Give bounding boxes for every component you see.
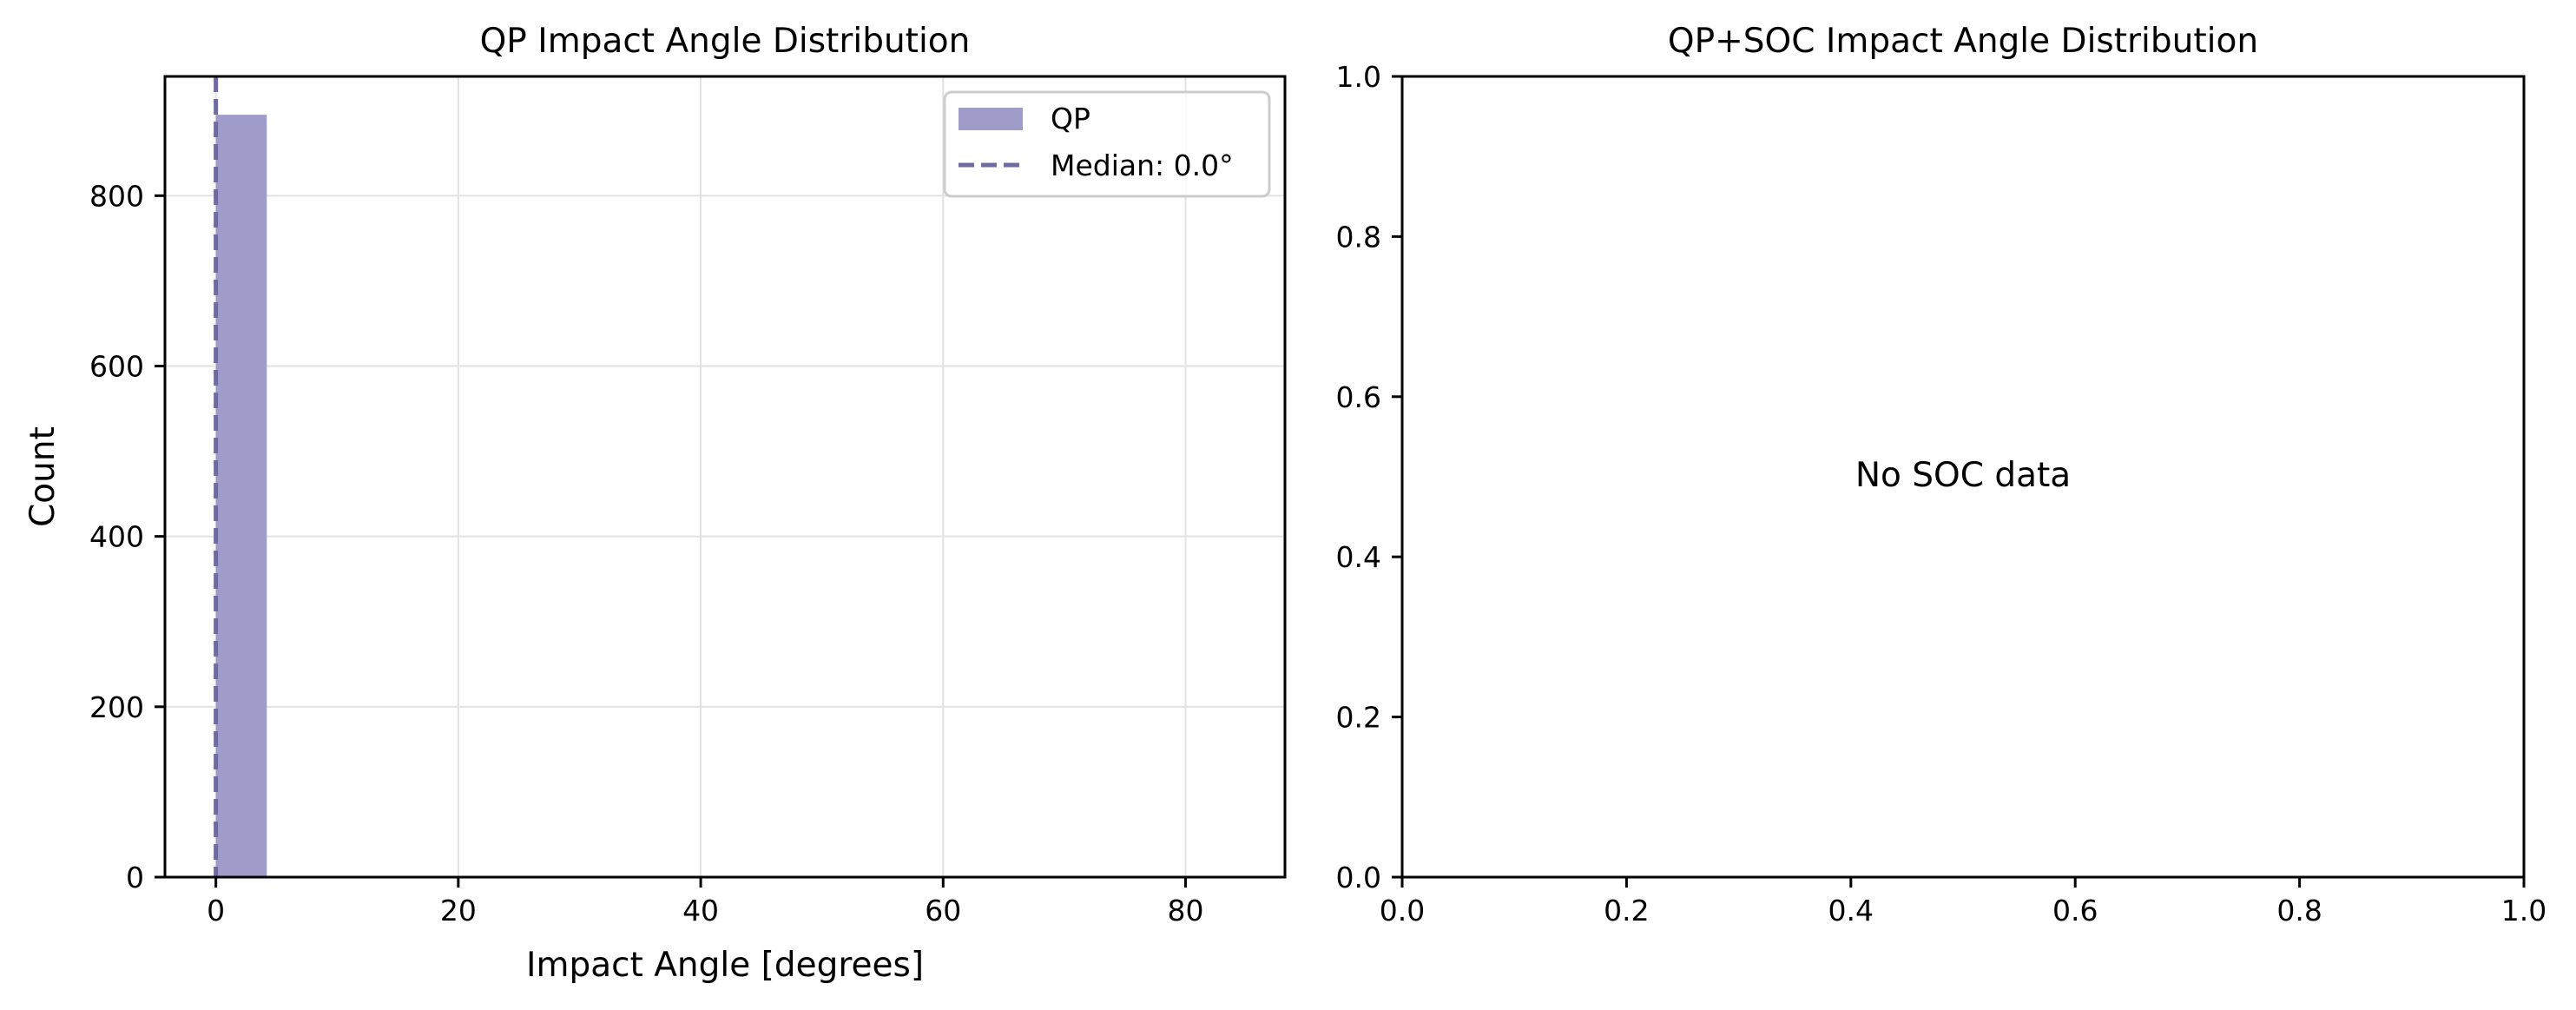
left-bars [215, 115, 1235, 877]
right-panel: QP+SOC Impact Angle Distribution 0.0 0.2 0… [1336, 22, 2547, 927]
left-y-tick-label: 800 [89, 179, 144, 213]
right-x-tick-label: 0.6 [2052, 894, 2098, 927]
legend-qp-patch [959, 108, 1023, 130]
right-y-ticks: 0.0 0.2 0.4 0.6 0.8 1.0 [1336, 60, 1402, 894]
left-axes-frame [163, 75, 1287, 879]
left-x-tick-label: 60 [925, 894, 961, 927]
no-data-annotation: No SOC data [1855, 456, 2071, 495]
legend-qp-label: QP [1051, 102, 1090, 135]
left-panel: QP Impact Angle Distribution 0 20 40 60 80 0… [23, 22, 1287, 985]
legend-frame [943, 90, 1271, 198]
right-x-tick-label: 0.2 [1604, 894, 1649, 927]
left-x-tick-label: 0 [207, 894, 225, 927]
left-x-ticks: 0 20 40 60 80 [207, 877, 1204, 927]
left-y-axis-label: Count [23, 426, 63, 527]
right-y-tick-label: 0.0 [1336, 861, 1381, 894]
right-y-tick-label: 0.6 [1336, 380, 1381, 414]
left-y-tick-label: 400 [89, 520, 144, 554]
legend: QP Median: 0.0° [943, 90, 1271, 198]
right-x-tick-label: 1.0 [2501, 894, 2546, 927]
left-x-axis-label: Impact Angle [degrees] [526, 946, 924, 985]
right-x-tick-label: 0.0 [1380, 894, 1425, 927]
left-y-tick-label: 600 [89, 349, 144, 383]
right-y-tick-label: 0.8 [1336, 220, 1381, 254]
left-y-tick-label: 0 [126, 861, 144, 894]
left-y-ticks: 0 200 400 600 800 [89, 179, 165, 894]
right-y-tick-label: 0.2 [1336, 701, 1381, 735]
left-x-tick-label: 20 [440, 894, 477, 927]
right-axes-frame [1400, 75, 2526, 879]
left-x-tick-label: 40 [682, 894, 719, 927]
right-x-ticks: 0.0 0.2 0.4 0.6 0.8 1.0 [1380, 877, 2546, 927]
legend-median-label: Median: 0.0° [1051, 149, 1234, 182]
left-x-tick-label: 80 [1168, 894, 1204, 927]
right-x-tick-label: 0.4 [1828, 894, 1874, 927]
left-chart-title: QP Impact Angle Distribution [480, 22, 971, 61]
right-y-tick-label: 0.4 [1336, 540, 1381, 574]
left-y-tick-label: 200 [89, 690, 144, 724]
right-x-tick-label: 0.8 [2276, 894, 2322, 927]
histogram-bar [215, 115, 267, 877]
right-y-tick-label: 1.0 [1336, 60, 1381, 94]
right-chart-title: QP+SOC Impact Angle Distribution [1668, 22, 2258, 61]
